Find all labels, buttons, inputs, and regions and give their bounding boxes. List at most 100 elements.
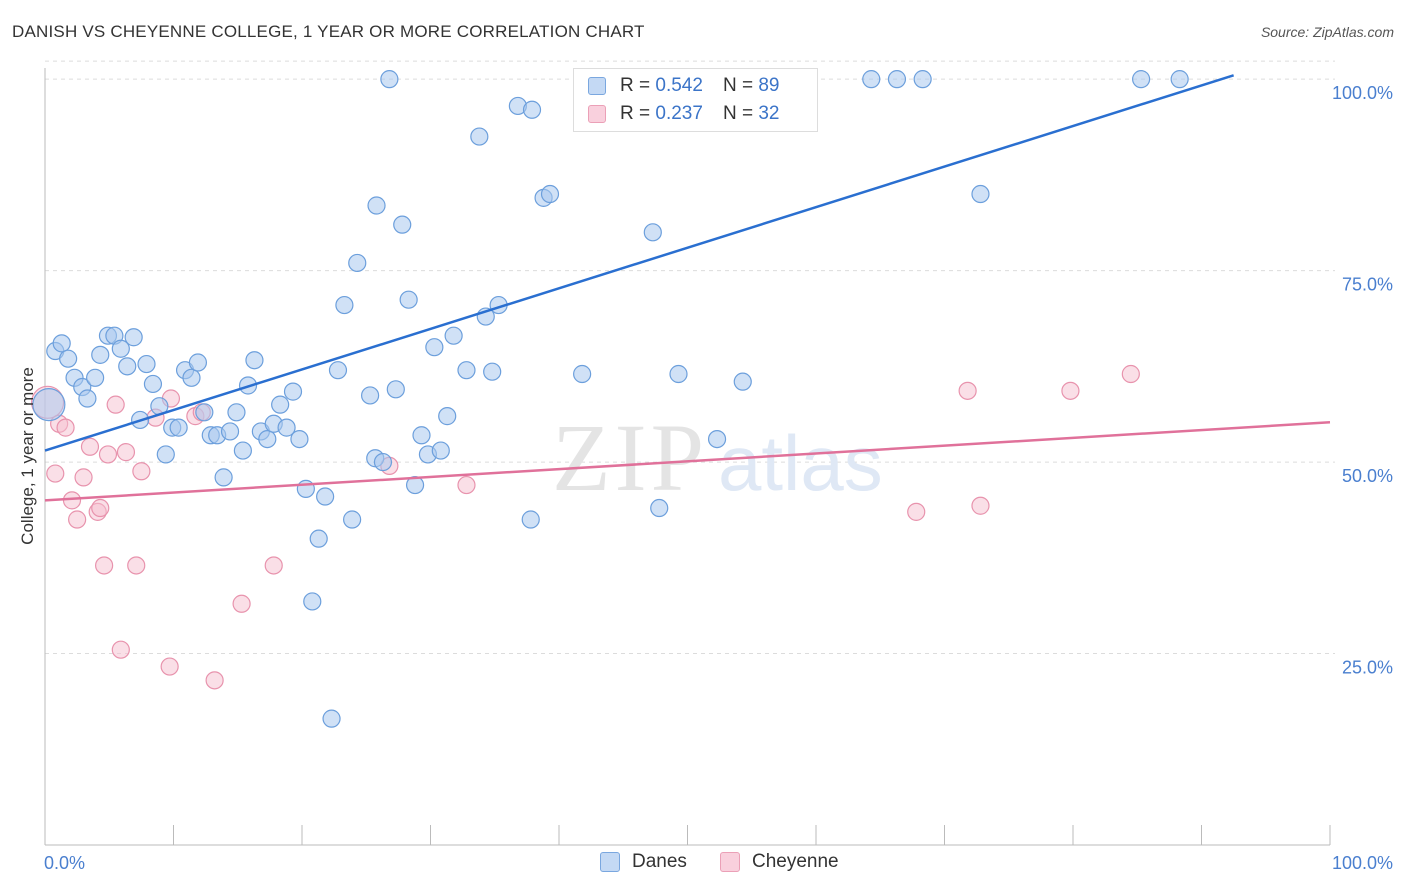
danes-point: [277, 418, 296, 437]
legend-row-danes: R = 0.542 N = 89: [588, 74, 779, 98]
danes-swatch: [588, 77, 606, 95]
danes-point: [118, 357, 137, 376]
danes-point: [399, 290, 418, 309]
y-tick-label: 50.0%: [1342, 466, 1393, 486]
danes-point: [52, 334, 71, 353]
danes-point: [425, 338, 444, 357]
legend-r-label: R =: [620, 103, 651, 124]
danes-point: [343, 510, 362, 529]
danes-point: [573, 364, 592, 384]
danes-point: [1132, 70, 1151, 89]
danes-point: [373, 452, 393, 472]
cheyenne-point: [958, 381, 977, 400]
danes-point: [124, 328, 143, 347]
legend-n-value: 32: [758, 103, 780, 124]
cheyenne-point: [95, 556, 114, 575]
danes-point: [182, 368, 201, 387]
danes-point: [431, 441, 450, 460]
danes-point: [316, 487, 335, 506]
danes-point: [290, 429, 309, 449]
cheyenne-point: [132, 462, 151, 481]
cheyenne-trend-line: [44, 421, 1331, 502]
x-tick-label-min: 0.0%: [44, 853, 85, 873]
danes-point: [309, 529, 328, 548]
legend-row-cheyenne: R = 0.237 N = 32: [588, 102, 779, 126]
trend-layer: [44, 74, 1331, 502]
danes-point: [457, 361, 476, 380]
danes-point: [1170, 70, 1189, 89]
danes-point: [913, 70, 932, 89]
chart-title: DANISH VS CHEYENNE COLLEGE, 1 YEAR OR MO…: [12, 22, 645, 41]
danes-point: [650, 498, 669, 518]
danes-point: [195, 403, 214, 422]
danes-point: [86, 368, 105, 387]
danes-point: [522, 100, 542, 119]
danes-point: [32, 388, 66, 422]
legend-r-label: R =: [620, 75, 651, 96]
cheyenne-point: [971, 496, 990, 515]
danes-point: [540, 184, 560, 204]
danes-point: [444, 326, 463, 345]
legend-n-label: N =: [722, 75, 754, 96]
legend-label-cheyenne: Cheyenne: [752, 851, 839, 872]
legend-item-danes: Danes: [600, 851, 687, 873]
danes-point: [143, 374, 163, 394]
cheyenne-point: [127, 556, 146, 575]
danes-point: [862, 70, 881, 89]
cheyenne-point: [91, 498, 110, 518]
cheyenne-point: [62, 491, 82, 510]
danes-point: [412, 426, 431, 445]
legend-item-cheyenne: Cheyenne: [720, 851, 839, 873]
cheyenne-point: [116, 443, 136, 462]
cheyenne-point: [68, 510, 87, 529]
axis-layer: 25.0% 50.0% 75.0% 100.0% 0.0% 100.0%: [44, 68, 1393, 873]
legend-n-value: 89: [758, 75, 780, 96]
watermark-atlas: atlas: [718, 419, 883, 507]
cheyenne-point: [80, 437, 100, 456]
danes-point: [470, 127, 489, 146]
series-legend: Danes Cheyenne: [0, 851, 1406, 877]
legend-r-value: 0.542: [655, 75, 703, 96]
danes-point: [707, 429, 727, 449]
danes-point: [91, 345, 110, 364]
danes-point: [361, 386, 380, 405]
danes-point: [233, 441, 252, 460]
danes-point: [111, 339, 130, 358]
legend-label-danes: Danes: [632, 851, 687, 872]
danes-point: [271, 395, 290, 414]
y-axis-label: College, 1 year or more: [18, 367, 37, 545]
danes-point: [78, 389, 97, 408]
danes-point: [188, 353, 208, 372]
danes-point: [322, 709, 341, 728]
danes-trend-line: [44, 74, 1235, 452]
cheyenne-point: [264, 556, 283, 575]
danes-point: [348, 253, 367, 273]
danes-point: [380, 70, 399, 89]
y-tick-label: 75.0%: [1342, 275, 1393, 295]
danes-point: [169, 418, 188, 437]
danes-swatch: [600, 852, 620, 872]
cheyenne-point: [232, 594, 251, 613]
danes-point: [214, 468, 233, 487]
danes-point: [220, 422, 240, 441]
cheyenne-point: [74, 468, 93, 487]
cheyenne-point: [46, 464, 65, 483]
cheyenne-swatch: [588, 105, 606, 123]
danes-point: [643, 223, 662, 242]
danes-point: [367, 196, 386, 215]
danes-point: [59, 349, 78, 368]
danes-point: [483, 362, 502, 381]
danes-point: [258, 429, 277, 449]
cheyenne-swatch: [720, 852, 740, 872]
chart-source: Source: ZipAtlas.com: [1260, 24, 1394, 40]
x-tick-label-max: 100.0%: [1332, 853, 1393, 873]
legend-n-label: N =: [722, 103, 754, 124]
danes-point: [887, 70, 907, 89]
cheyenne-point: [98, 445, 118, 464]
legend-r-value: 0.237: [655, 103, 703, 124]
danes-point: [156, 445, 175, 464]
danes-point: [328, 361, 348, 380]
grid-layer: [45, 60, 1335, 655]
watermark: ZIP atlas: [552, 404, 883, 511]
